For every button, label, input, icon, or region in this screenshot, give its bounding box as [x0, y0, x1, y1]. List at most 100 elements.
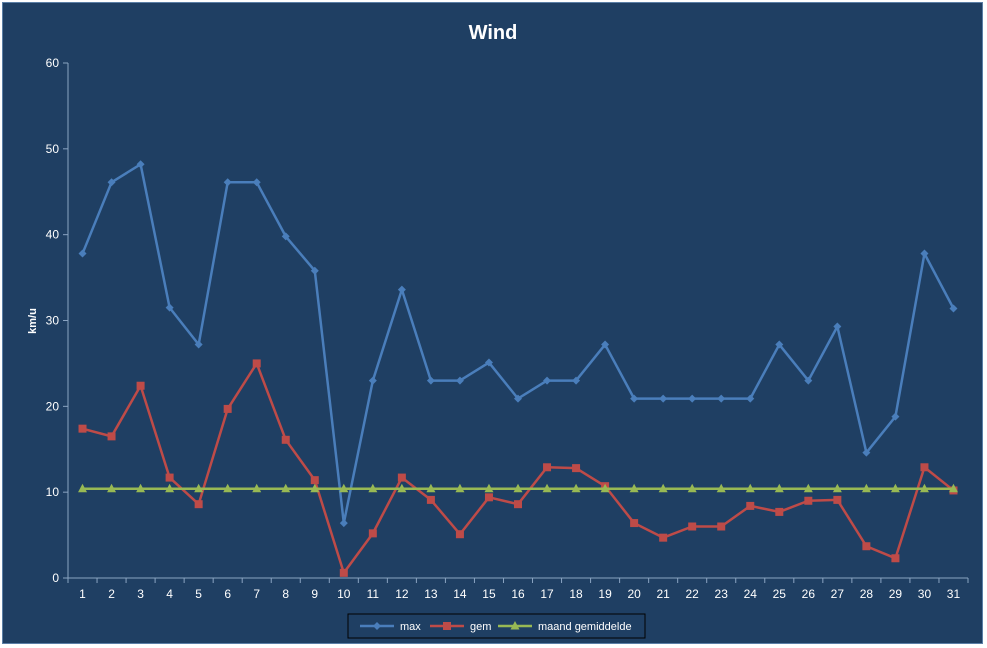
y-tick-label: 50: [46, 142, 60, 156]
x-tick-label: 11: [367, 587, 380, 601]
data-point: [426, 376, 435, 385]
series-gem: [78, 359, 958, 577]
legend-entry-label: maand gemiddelde: [538, 621, 632, 633]
x-tick-label: 29: [889, 587, 903, 601]
data-point: [629, 483, 639, 493]
data-point: [572, 376, 581, 385]
data-point: [310, 476, 319, 485]
data-point: [861, 483, 871, 493]
data-point: [688, 522, 697, 531]
data-point: [630, 394, 639, 403]
data-point: [833, 495, 842, 504]
data-point: [542, 483, 552, 493]
y-tick-label: 40: [46, 228, 60, 242]
data-point: [426, 483, 436, 493]
data-point: [136, 160, 145, 169]
y-tick-label: 10: [46, 485, 60, 499]
x-tick-label: 15: [482, 587, 496, 601]
data-point: [252, 359, 261, 368]
x-tick-label: 19: [598, 587, 612, 601]
x-tick-label: 23: [715, 587, 729, 601]
data-point: [107, 432, 116, 441]
data-point: [78, 249, 87, 258]
data-point: [543, 463, 552, 472]
data-point: [78, 483, 88, 493]
data-point: [803, 483, 813, 493]
data-point: [659, 394, 668, 403]
data-point: [919, 483, 929, 493]
x-tick-label: 2: [108, 587, 115, 601]
legend-entry-label: max: [400, 621, 421, 633]
data-point: [223, 404, 232, 413]
data-point: [455, 530, 464, 539]
x-tick-label: 7: [253, 587, 260, 601]
data-point: [862, 542, 871, 551]
data-point: [136, 381, 145, 390]
data-point: [833, 322, 842, 331]
data-point: [310, 266, 319, 275]
data-point: [688, 394, 697, 403]
data-point: [687, 483, 697, 493]
data-point: [717, 522, 726, 531]
data-point: [572, 464, 581, 473]
data-point: [658, 483, 668, 493]
data-point: [804, 496, 813, 505]
data-point: [397, 473, 406, 482]
data-point: [165, 483, 175, 493]
x-tick-label: 1: [79, 587, 86, 601]
data-point: [775, 340, 784, 349]
data-point: [514, 394, 522, 403]
x-tick-label: 5: [195, 587, 202, 601]
data-point: [948, 483, 958, 493]
x-tick-label: 16: [511, 587, 525, 601]
x-tick-label: 28: [860, 587, 874, 601]
x-tick-label: 17: [540, 587, 554, 601]
data-point: [746, 501, 755, 510]
data-point: [136, 483, 146, 493]
y-tick-label: 20: [46, 399, 60, 413]
x-tick-label: 24: [744, 587, 758, 601]
x-tick-label: 30: [918, 587, 932, 601]
y-axis-label: km/u: [27, 308, 39, 334]
series-layer: [78, 160, 958, 577]
x-tick-label: 26: [802, 587, 816, 601]
data-point: [397, 483, 407, 493]
data-point: [717, 394, 726, 403]
data-point: [368, 483, 378, 493]
data-point: [310, 483, 320, 493]
data-point: [107, 178, 116, 187]
data-point: [455, 376, 464, 385]
data-point: [281, 232, 290, 241]
data-point: [252, 178, 261, 187]
x-tick-label: 25: [773, 587, 787, 601]
legend: max gem maand gemiddelde: [347, 613, 646, 639]
x-tick-label: 18: [569, 587, 583, 601]
data-point: [774, 483, 784, 493]
data-point: [368, 376, 377, 385]
data-point: [716, 483, 726, 493]
data-point: [223, 178, 232, 187]
x-tick-label: 22: [686, 587, 700, 601]
data-point: [891, 412, 900, 421]
data-point: [630, 519, 639, 528]
data-point: [745, 483, 755, 493]
data-point: [601, 340, 610, 349]
data-point: [862, 448, 871, 457]
series-line: [81, 163, 955, 525]
data-point: [543, 376, 552, 385]
x-tick-label: 12: [395, 587, 409, 601]
x-tick-label: 20: [627, 587, 641, 601]
data-point: [281, 435, 290, 444]
data-point: [746, 394, 755, 403]
data-point: [484, 483, 494, 493]
y-tick-label: 30: [46, 314, 60, 328]
series-maand-gemiddelde: [78, 483, 958, 493]
data-point: [107, 483, 117, 493]
data-point: [194, 340, 203, 349]
data-point: [513, 483, 523, 493]
data-point: [659, 533, 668, 542]
data-point: [775, 507, 784, 516]
x-tick-label: 13: [424, 587, 438, 601]
data-point: [514, 500, 522, 509]
data-point: [484, 493, 493, 502]
